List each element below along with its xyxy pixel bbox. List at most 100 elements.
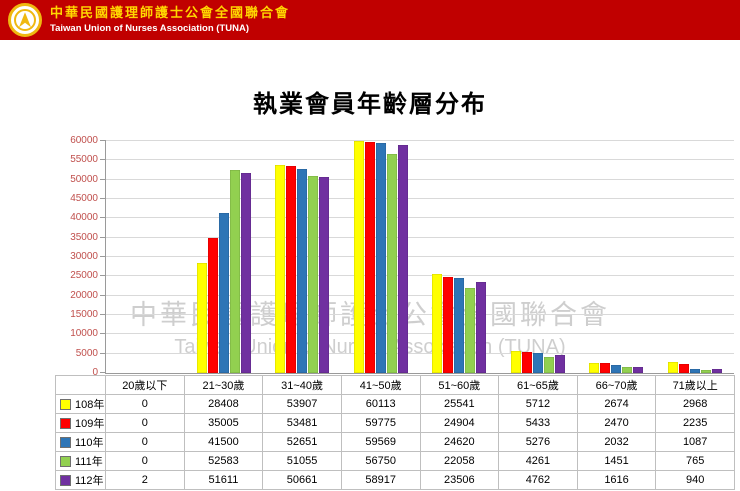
table-header-1: 20歲以下	[105, 375, 185, 395]
legend-swatch-icon	[60, 417, 71, 429]
bar-112年-31~40歲	[319, 177, 330, 373]
table-cell-112年-8: 940	[655, 470, 735, 490]
table-header-3: 31~40歲	[262, 375, 342, 395]
chart-data-table: 20歲以下 21~30歲 31~40歲 41~50歲 51~60歲 61~65歲 66~70…	[55, 375, 735, 490]
table-cell-108年-2: 28408	[183, 394, 264, 414]
table-cell-112年-5: 23506	[419, 470, 500, 490]
y-axis-label: 0	[92, 367, 98, 378]
table-row-109年: 109年 0 35005 53481 59775 24904 5433 2470 2235	[55, 413, 735, 433]
legend-wrap: 109年	[57, 415, 105, 431]
y-axis-label: 40000	[70, 212, 98, 224]
legend-label: 112年	[75, 475, 104, 487]
bar-group-4	[342, 140, 421, 373]
bar-108年-41~50歲	[353, 140, 364, 373]
bar-112年-21~30歲	[240, 173, 251, 373]
table-cell-110年-1: 0	[105, 432, 185, 452]
bar-112年-61~65歲	[554, 354, 565, 373]
table-cell-108年-6: 5712	[498, 394, 578, 414]
bar-111年-61~65歲	[543, 356, 554, 373]
bar-group-3	[263, 141, 342, 373]
table-row-108年: 108年 0 28408 53907 60113 25541 5712 2674 2968	[55, 394, 735, 414]
gridline	[106, 333, 734, 335]
bar-group-2	[185, 141, 264, 373]
bar-110年-31~40歲	[297, 169, 308, 373]
legend-wrap: 108年	[57, 396, 105, 412]
bar-110年-61~65歲	[532, 352, 543, 373]
table-row-110年: 110年 0 41500 52651 59569 24620 5276 2032 1087	[55, 432, 735, 452]
gridline	[106, 198, 734, 199]
y-axis-label: 5000	[75, 347, 98, 359]
y-axis-label: 30000	[70, 251, 98, 262]
table-header-7: 66~70歲	[576, 375, 657, 395]
bar-112年-51~60歲	[476, 282, 487, 373]
bar-109年-31~40歲	[286, 166, 297, 373]
legend-cell-111年: 111年	[55, 451, 106, 471]
table-header-8: 71歲以上	[655, 375, 735, 395]
bar-111年-71歲以上	[700, 370, 711, 373]
table-cell-111年-5: 22058	[419, 451, 500, 471]
table-cell-109年-6: 5433	[498, 413, 578, 433]
table-row-112年: 112年 2 51611 50661 58917 23506 4762 1616 940	[55, 470, 735, 490]
legend-label: 108年	[75, 399, 105, 411]
y-axis-tick	[100, 140, 106, 141]
table-header-4: 41~50歲	[340, 375, 421, 395]
y-axis-label: 35000	[70, 231, 98, 243]
table-cell-111年-2: 52583	[183, 451, 264, 471]
bar-109年-61~65歲	[521, 352, 532, 373]
bar-108年-31~40歲	[275, 164, 286, 373]
y-axis-tick	[100, 314, 106, 315]
y-axis-label: 50000	[70, 173, 98, 185]
bar-111年-51~60歲	[465, 287, 476, 373]
legend-wrap: 111年	[57, 453, 105, 469]
y-axis-tick	[100, 294, 106, 296]
table-cell-109年-1: 0	[105, 413, 185, 433]
table-cell-109年-3: 53481	[262, 413, 342, 433]
legend-wrap: 110年	[57, 434, 105, 450]
y-axis-tick	[100, 256, 106, 257]
bar-chart-plot-area	[100, 140, 734, 374]
bar-109年-51~60歲	[443, 276, 454, 373]
y-axis-label: 10000	[70, 328, 98, 340]
legend-swatch-icon	[60, 474, 71, 486]
y-axis-tick	[100, 198, 106, 199]
table-cell-111年-8: 765	[655, 451, 735, 471]
table-cell-112年-1: 2	[105, 470, 185, 490]
org-title-block: 中華民國護理師護士公會全國聯合會 Taiwan Union of Nurses …	[50, 6, 290, 34]
gridline	[106, 352, 734, 354]
y-axis-tick	[100, 275, 106, 277]
gridline	[106, 314, 734, 315]
y-axis-tick	[100, 159, 106, 161]
table-cell-109年-7: 2470	[576, 413, 657, 433]
gridline	[106, 294, 734, 296]
gridline	[106, 236, 734, 238]
gridline	[106, 159, 734, 161]
table-cell-111年-3: 51055	[262, 451, 342, 471]
bar-109年-66~70歲	[600, 363, 611, 373]
legend-label: 110年	[75, 437, 104, 449]
bar-109年-71歲以上	[678, 364, 689, 373]
table-cell-109年-2: 35005	[183, 413, 264, 433]
legend-label: 111年	[75, 456, 103, 468]
bar-109年-21~30歲	[207, 237, 218, 373]
y-axis-label: 15000	[70, 309, 98, 320]
y-axis-tick	[100, 178, 106, 180]
y-axis-label: 45000	[70, 193, 98, 204]
legend-cell-108年: 108年	[55, 394, 106, 414]
y-axis-label: 55000	[70, 154, 98, 166]
table-cell-110年-4: 59569	[340, 432, 421, 452]
bar-108年-66~70歲	[589, 362, 600, 373]
table-cell-111年-7: 1451	[576, 451, 657, 471]
gridline	[106, 140, 734, 141]
bar-111年-66~70歲	[622, 367, 633, 373]
bar-108年-71歲以上	[667, 361, 678, 373]
bar-108年-51~60歲	[432, 274, 443, 373]
table-cell-110年-7: 2032	[576, 432, 657, 452]
table-header-6: 61~65歲	[498, 375, 578, 395]
table-cell-111年-4: 56750	[340, 451, 421, 471]
table-cell-112年-3: 50661	[262, 470, 342, 490]
tuna-logo-icon	[8, 3, 42, 37]
bar-group-1	[106, 141, 185, 373]
bar-group-6	[499, 141, 578, 373]
table-cell-108年-1: 0	[105, 394, 185, 414]
